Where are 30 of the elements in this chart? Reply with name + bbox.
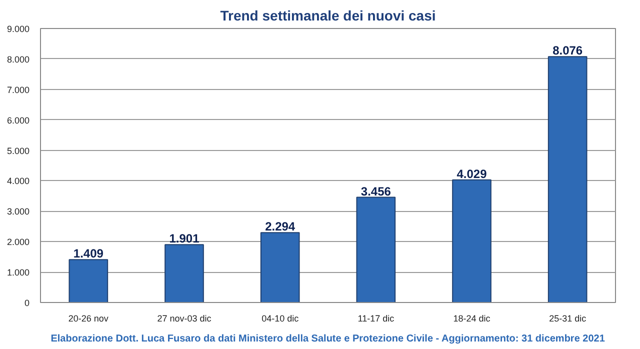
y-tick-label: 9.000 [6, 24, 30, 34]
data-label: 8.076 [552, 44, 583, 58]
y-tick-label: 1.000 [6, 268, 30, 278]
y-tick-label: 6.000 [6, 115, 30, 126]
y-tick-label: 7.000 [6, 84, 30, 95]
data-label: 2.294 [265, 220, 296, 234]
y-tick-label: 3.000 [6, 206, 30, 217]
data-label: 4.029 [456, 166, 488, 181]
y-tick-label: 4.000 [6, 176, 30, 186]
bar [452, 179, 492, 302]
y-tick-label: 2.000 [6, 237, 30, 248]
x-tick-label: 20-26 nov [68, 314, 109, 324]
bar [164, 244, 204, 302]
data-label: 1.409 [73, 246, 104, 261]
y-tick-label: 8.000 [6, 54, 30, 64]
x-tick-label: 27 nov-03 dic [157, 314, 212, 324]
x-tick-label: 11-17 dic [358, 314, 395, 324]
text: Elaborazione Dott. Luca Fusaro da dati Ministero della Salute e Protezione Civile - Aggiornamento: 31 dicembre 2021 [50, 334, 606, 344]
x-tick-label: 18-24 dic [453, 314, 491, 324]
chart-title: Trend settimanale dei nuovi casi [220, 8, 436, 24]
y-tick-label: 5.000 [6, 146, 30, 156]
y-tick-label: 0 [24, 298, 30, 308]
bar [260, 232, 300, 302]
bar [68, 259, 108, 302]
x-tick-label: 25-31 dic [549, 314, 587, 324]
x-tick-label: 04-10 dic [262, 314, 300, 324]
data-label: 1.901 [169, 232, 200, 246]
bar [356, 196, 396, 302]
bar [548, 56, 588, 302]
data-label: 3.456 [360, 184, 392, 198]
